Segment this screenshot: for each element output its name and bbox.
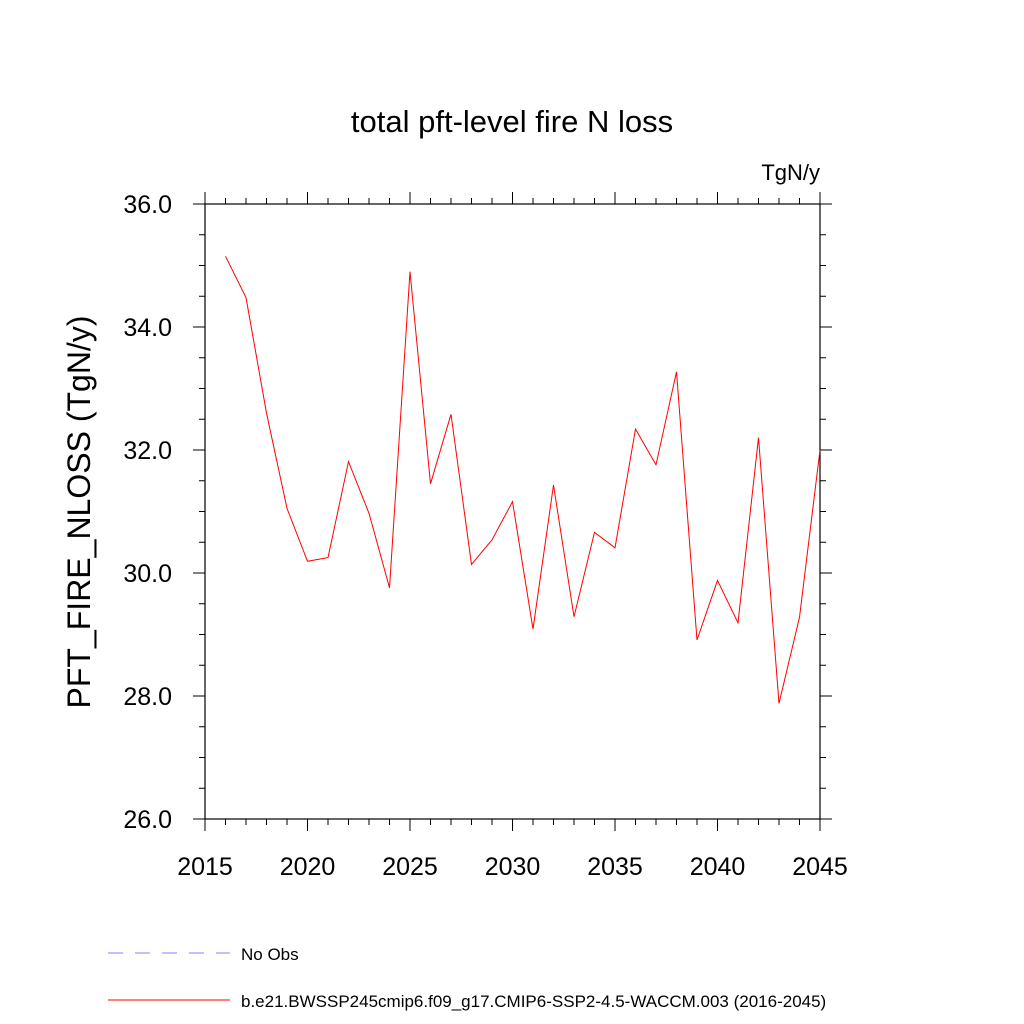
series-line-0 bbox=[225, 256, 821, 704]
x-tick-labels: 2015 2020 2025 2030 2035 2040 2045 bbox=[177, 853, 848, 881]
x-tick-label: 2035 bbox=[587, 853, 643, 881]
units-label: TgN/y bbox=[761, 160, 820, 185]
x-tick-label: 2030 bbox=[485, 853, 541, 881]
legend-label-model: b.e21.BWSSP245cmip6.f09_g17.CMIP6-SSP2-4… bbox=[241, 992, 826, 1011]
y-tick-label: 30.0 bbox=[123, 560, 172, 588]
legend: No Obs b.e21.BWSSP245cmip6.f09_g17.CMIP6… bbox=[108, 945, 826, 1011]
y-tick-label: 34.0 bbox=[123, 314, 172, 342]
series-layer bbox=[225, 256, 821, 704]
chart-title: total pft-level fire N loss bbox=[351, 104, 673, 139]
x-tick-label: 2015 bbox=[177, 853, 233, 881]
y-tick-label: 36.0 bbox=[123, 191, 172, 219]
y-axis-label: PFT_FIRE_NLOSS (TgN/y) bbox=[61, 316, 97, 709]
plot-frame bbox=[204, 203, 821, 820]
x-tick-label: 2045 bbox=[792, 853, 848, 881]
y-tick-label: 32.0 bbox=[123, 437, 172, 465]
legend-label-no-obs: No Obs bbox=[241, 945, 299, 964]
y-tick-label: 28.0 bbox=[123, 683, 172, 711]
x-tick-label: 2020 bbox=[280, 853, 336, 881]
y-tick-label: 26.0 bbox=[123, 806, 172, 834]
x-tick-label: 2040 bbox=[690, 853, 746, 881]
y-tick-labels: 26.0 28.0 30.0 32.0 34.0 36.0 bbox=[123, 191, 172, 834]
axis-ticks bbox=[193, 192, 832, 831]
x-tick-label: 2025 bbox=[382, 853, 438, 881]
